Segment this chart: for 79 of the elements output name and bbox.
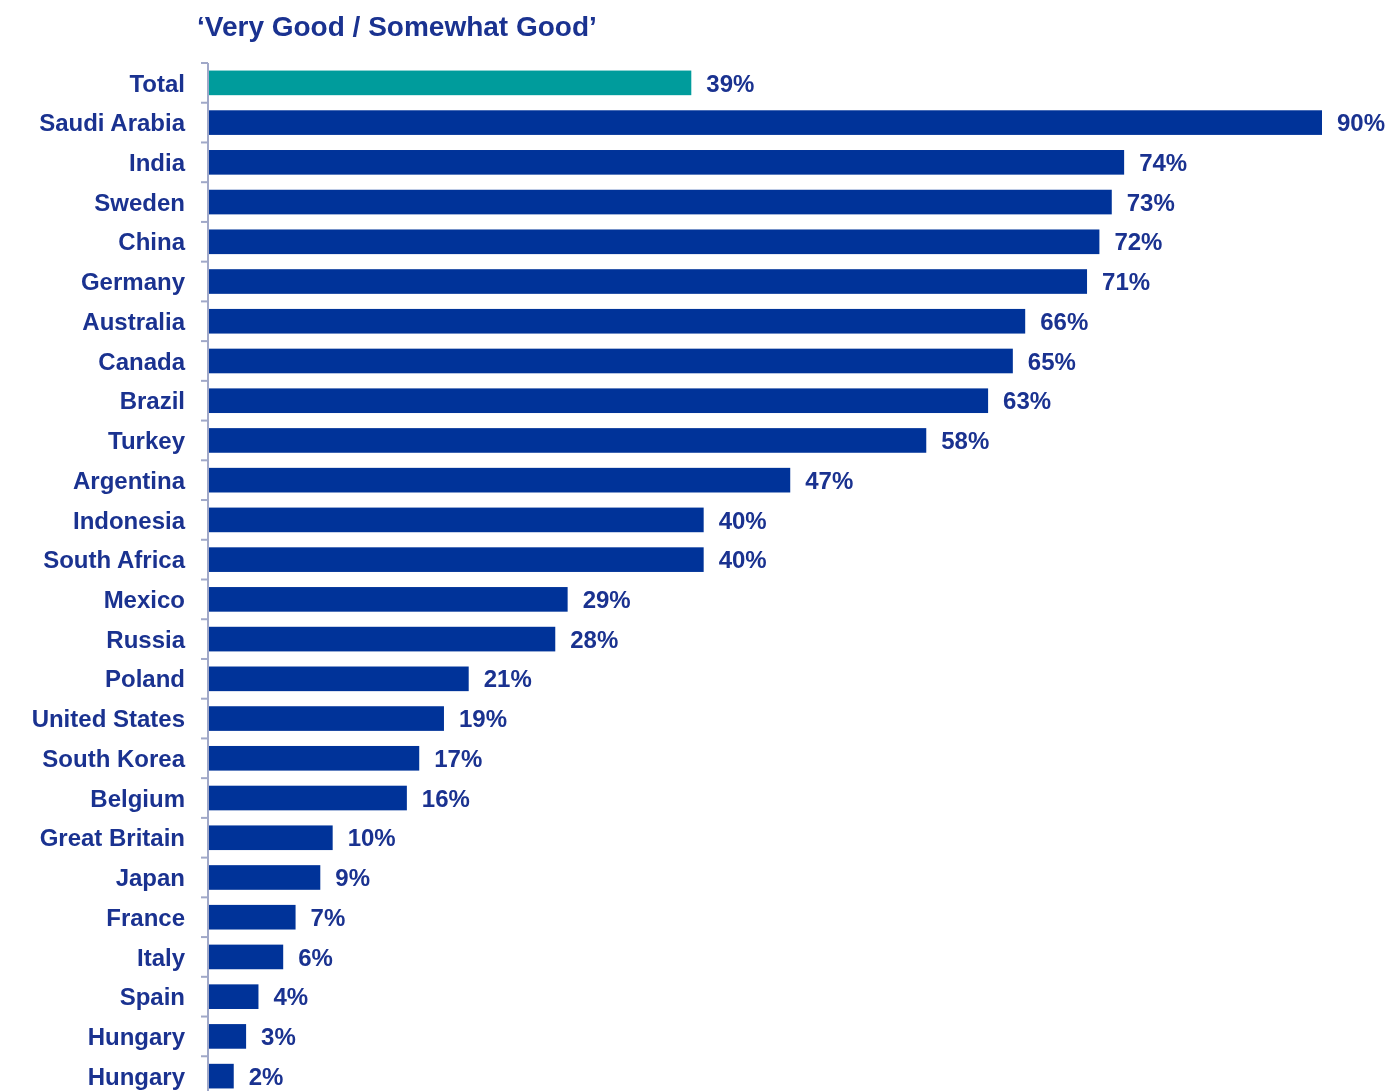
y-tick-label: United States bbox=[31, 705, 185, 733]
y-tick-label: South Africa bbox=[43, 546, 186, 574]
data-label: 16% bbox=[421, 784, 470, 812]
bar bbox=[209, 745, 420, 771]
data-label: 3% bbox=[261, 1023, 296, 1051]
bar bbox=[209, 706, 444, 731]
y-tick-label: Canada bbox=[98, 347, 186, 375]
bar bbox=[209, 308, 1026, 334]
bar bbox=[209, 348, 1013, 374]
y-tick-label: Belgium bbox=[90, 784, 185, 812]
bar bbox=[209, 984, 259, 1009]
y-tick-label: France bbox=[106, 903, 185, 931]
y-tick-label: South Korea bbox=[42, 744, 186, 772]
bar bbox=[209, 507, 704, 533]
bar bbox=[209, 825, 333, 851]
bar bbox=[209, 904, 296, 930]
y-tick-label: Brazil bbox=[119, 387, 185, 415]
data-label: 9% bbox=[335, 864, 370, 892]
data-label: 10% bbox=[347, 824, 396, 852]
data-label: 2% bbox=[248, 1062, 284, 1090]
bar bbox=[209, 189, 1112, 215]
data-label: 40% bbox=[718, 546, 767, 574]
data-label: 58% bbox=[941, 427, 990, 455]
data-label: 73% bbox=[1126, 188, 1175, 216]
y-tick-label: Hungary bbox=[87, 1062, 186, 1090]
y-tick-label: Hungary bbox=[87, 1023, 186, 1051]
y-tick-label: Australia bbox=[82, 307, 186, 335]
data-label: 72% bbox=[1114, 228, 1163, 256]
bar bbox=[209, 785, 407, 811]
y-tick-label: Turkey bbox=[108, 427, 186, 455]
bar bbox=[209, 110, 1322, 135]
y-tick-label: Mexico bbox=[103, 586, 185, 614]
data-label: 4% bbox=[273, 983, 309, 1011]
data-label: 21% bbox=[483, 665, 532, 693]
bar bbox=[209, 269, 1088, 294]
data-label: 74% bbox=[1139, 148, 1188, 176]
y-tick-label: Germany bbox=[80, 268, 186, 296]
bar bbox=[209, 1024, 247, 1049]
data-label: 65% bbox=[1027, 347, 1076, 375]
bar bbox=[209, 70, 692, 96]
data-label: 47% bbox=[805, 466, 854, 494]
bar bbox=[209, 388, 989, 414]
bar bbox=[209, 428, 927, 453]
y-tick-label: China bbox=[118, 228, 186, 256]
y-tick-label: Italy bbox=[136, 943, 186, 971]
data-label: 90% bbox=[1337, 109, 1386, 137]
data-label: 63% bbox=[1003, 387, 1052, 415]
data-label: 39% bbox=[706, 69, 755, 97]
bar bbox=[209, 865, 321, 890]
bar bbox=[209, 666, 469, 692]
y-tick-label: Spain bbox=[119, 983, 185, 1011]
chart-title: ‘Very Good / Somewhat Good’ bbox=[197, 11, 597, 42]
y-tick-label: Japan bbox=[115, 864, 185, 892]
bar bbox=[209, 587, 568, 612]
y-tick-label: Russia bbox=[106, 625, 186, 653]
y-tick-label: India bbox=[128, 148, 186, 176]
data-label: 71% bbox=[1102, 268, 1151, 296]
bar bbox=[209, 150, 1125, 175]
y-tick-label: Argentina bbox=[72, 466, 186, 494]
y-tick-label: Great Britain bbox=[39, 824, 185, 852]
y-tick-label: Sweden bbox=[94, 188, 185, 216]
bar bbox=[209, 626, 556, 652]
data-label: 29% bbox=[582, 586, 631, 614]
bar bbox=[209, 467, 791, 493]
y-tick-label: Indonesia bbox=[72, 506, 186, 534]
bar bbox=[209, 229, 1100, 255]
data-label: 6% bbox=[298, 943, 333, 971]
y-tick-label: Total bbox=[129, 69, 185, 97]
bar bbox=[209, 1063, 234, 1089]
data-label: 7% bbox=[310, 903, 346, 931]
y-tick-label: Poland bbox=[104, 665, 185, 693]
data-label: 19% bbox=[458, 705, 508, 733]
bar bbox=[209, 547, 704, 572]
data-label: 17% bbox=[434, 744, 483, 772]
data-label: 28% bbox=[570, 625, 619, 653]
bar bbox=[209, 944, 284, 970]
y-tick-label: Saudi Arabia bbox=[39, 109, 186, 137]
data-label: 66% bbox=[1040, 307, 1089, 335]
data-label: 40% bbox=[718, 506, 767, 534]
